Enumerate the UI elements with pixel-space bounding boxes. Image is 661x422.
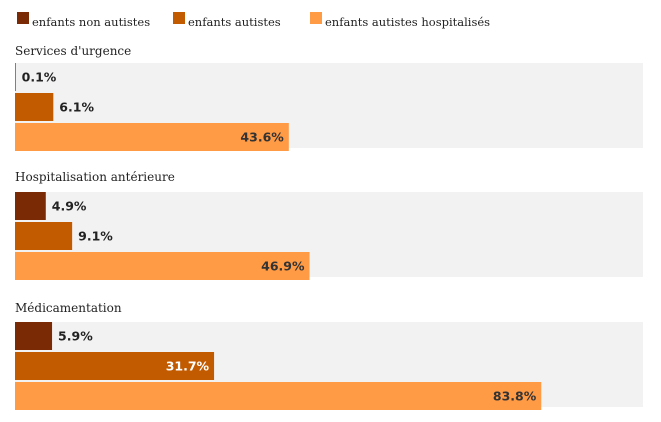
data-label: 4.9% bbox=[52, 199, 87, 214]
category-label: Médicamentation bbox=[15, 301, 122, 315]
legend: enfants non autistes enfants autistes enfa… bbox=[17, 12, 490, 29]
bar bbox=[15, 222, 73, 250]
legend-swatch-2 bbox=[173, 12, 185, 24]
category-label: Hospitalisation antérieure bbox=[15, 170, 175, 184]
data-label: 9.1% bbox=[78, 229, 113, 244]
legend-label-2: enfants autistes bbox=[188, 15, 281, 29]
data-label: 46.9% bbox=[261, 259, 305, 274]
bar bbox=[15, 192, 46, 220]
bar bbox=[15, 63, 16, 91]
legend-label-1: enfants non autistes bbox=[32, 15, 150, 29]
data-label: 43.6% bbox=[240, 130, 284, 145]
bar bbox=[15, 123, 289, 151]
bar bbox=[15, 382, 542, 410]
group-1: Services d'urgence 0.1%6.1% 43.6% bbox=[15, 44, 643, 151]
data-label: 5.9% bbox=[58, 329, 93, 344]
data-label: 31.7% bbox=[166, 359, 210, 374]
bar bbox=[15, 352, 215, 380]
group-2: Hospitalisation antérieure 4.9% 9.1% 46.9% bbox=[15, 170, 643, 280]
data-label: 83.8% bbox=[493, 389, 537, 404]
group-3: Médicamentation 5.9% 31.7% 83.8% bbox=[15, 301, 643, 410]
legend-label-3: enfants autistes hospitalisés bbox=[325, 15, 490, 29]
bar bbox=[15, 252, 310, 280]
bar bbox=[15, 93, 54, 121]
data-label: 0.1% bbox=[22, 70, 57, 85]
category-label: Services d'urgence bbox=[15, 44, 131, 58]
legend-swatch-3 bbox=[310, 12, 322, 24]
data-label: 6.1% bbox=[59, 100, 94, 115]
bar bbox=[15, 322, 53, 350]
legend-swatch-1 bbox=[17, 12, 29, 24]
